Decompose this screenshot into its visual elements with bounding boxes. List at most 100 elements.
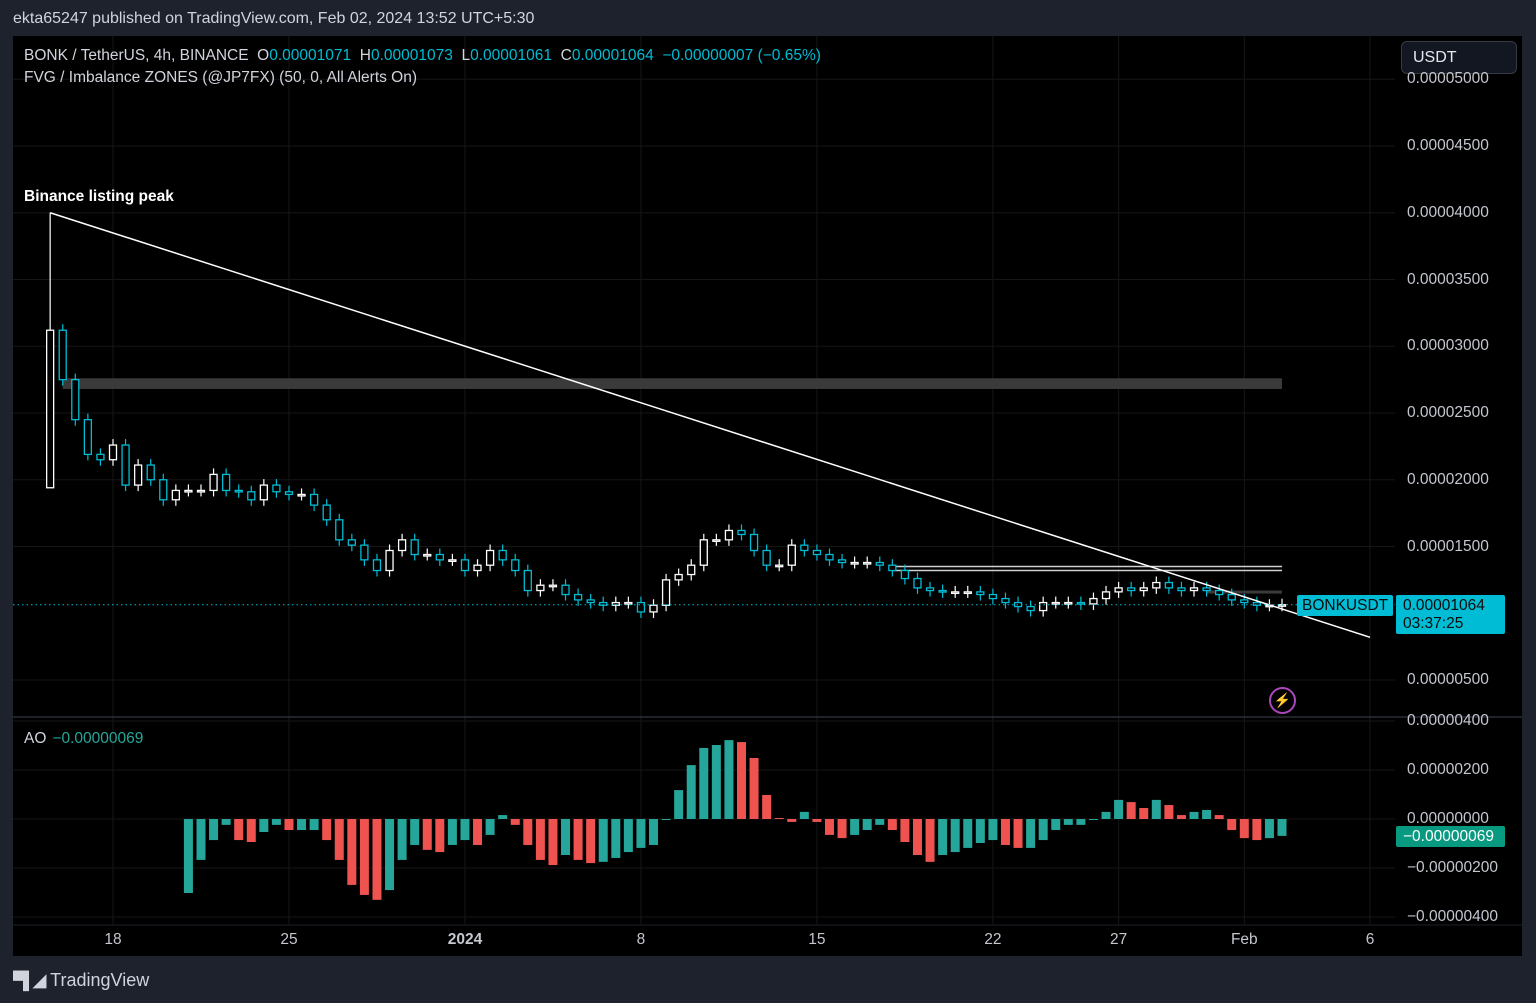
ao-bar: [649, 819, 659, 845]
candle-body: [1026, 605, 1035, 612]
ao-bar: [322, 819, 332, 841]
ao-bar: [1252, 819, 1262, 841]
ao-bar: [221, 819, 231, 825]
ao-bar: [1000, 819, 1010, 845]
ao-bar: [1026, 819, 1036, 848]
low-value: 0.00001061: [470, 47, 552, 64]
candle-body: [775, 564, 784, 568]
candle-body: [83, 419, 93, 456]
annotation-binance-peak[interactable]: Binance listing peak: [24, 188, 174, 205]
price-tick-label: 0.00004000: [1407, 203, 1489, 221]
candle-body: [96, 453, 105, 461]
candle-body: [1114, 587, 1123, 593]
candle-body: [1039, 601, 1048, 612]
ao-bar: [1126, 802, 1136, 819]
candle-body: [435, 553, 444, 561]
ao-bar: [812, 819, 822, 822]
fvg-zone-band: [1206, 590, 1283, 594]
ao-bar: [938, 819, 948, 856]
ao-bar: [334, 819, 344, 860]
ao-tick-label: −0.00000200: [1407, 859, 1498, 876]
candle-body: [1177, 587, 1186, 592]
lightning-bolt-icon[interactable]: ⚡: [1269, 687, 1296, 714]
ao-bar: [1214, 815, 1224, 819]
ao-bar: [674, 790, 684, 819]
candle-body: [787, 544, 796, 566]
candle-body: [649, 604, 658, 613]
candle-body: [1051, 601, 1060, 605]
candle-body: [360, 544, 369, 561]
candle-body: [335, 519, 344, 541]
ao-bar: [422, 819, 432, 850]
candle-body: [372, 559, 382, 572]
ao-bar: [862, 819, 872, 831]
ao-tick-label: 0.00000000: [1407, 810, 1489, 827]
ao-bar: [623, 819, 633, 853]
ao-bar: [510, 819, 520, 825]
ao-bar: [573, 819, 583, 860]
ao-bar: [460, 819, 470, 841]
ao-bar: [1277, 819, 1287, 836]
candle-body: [1152, 581, 1161, 589]
candle-body: [900, 569, 910, 580]
ao-bar: [963, 819, 973, 848]
candle-body: [184, 489, 193, 493]
ao-bar: [1051, 819, 1061, 831]
indicator-legend[interactable]: FVG / Imbalance ZONES (@JP7FX) (50, 0, A…: [24, 69, 418, 86]
ao-bar: [447, 819, 457, 845]
ao-bar: [912, 819, 922, 856]
ao-bar: [1264, 819, 1274, 839]
high-value: 0.00001073: [370, 47, 453, 64]
price-tick-label: 0.00000500: [1407, 671, 1489, 688]
ao-bar: [611, 819, 621, 858]
candle-body: [611, 601, 620, 606]
close-value: 0.00001064: [571, 47, 654, 64]
ao-bar: [372, 819, 382, 900]
candle-body: [837, 559, 847, 564]
time-tick-label: 27: [1109, 931, 1128, 948]
candle-body: [159, 479, 168, 501]
ao-bar: [988, 819, 998, 841]
candle-body: [888, 564, 897, 572]
price-tick-label: 0.00003000: [1407, 337, 1489, 355]
candle-body: [925, 587, 935, 592]
candle-body: [938, 589, 947, 593]
ao-bar: [410, 819, 420, 845]
ao-bar: [737, 742, 746, 819]
ao-bar: [1114, 799, 1124, 819]
symbol-title[interactable]: BONK / TetherUS, 4h, BINANCE: [24, 47, 249, 64]
candle-body: [1001, 597, 1010, 604]
ao-bar: [1227, 819, 1237, 831]
candle-body: [712, 539, 721, 542]
ao-bar: [950, 819, 960, 853]
currency-button[interactable]: USDT: [1401, 41, 1517, 74]
time-tick-label: 15: [808, 931, 826, 948]
candle-body: [448, 559, 457, 562]
fvg-zone-band: [62, 378, 1283, 389]
candle-body: [221, 473, 231, 492]
ao-bar: [1176, 815, 1186, 819]
ao-bar: [1202, 809, 1212, 819]
price-tick-label: 0.00003500: [1407, 270, 1489, 288]
candle-body: [762, 549, 771, 566]
ao-bar: [523, 819, 533, 845]
ao-legend[interactable]: AO −0.00000069: [24, 730, 143, 748]
candle-body: [800, 544, 809, 552]
tradingview-logo[interactable]: ▀▌◢ TradingView: [13, 970, 149, 991]
ao-bar: [183, 819, 193, 893]
candle-body: [536, 584, 545, 592]
open-value: 0.00001071: [269, 47, 352, 64]
candle-body: [624, 601, 633, 605]
candle-body: [473, 564, 482, 572]
ao-bar: [284, 819, 294, 831]
candle-body: [385, 549, 394, 572]
ao-bar: [498, 815, 508, 819]
ao-bar: [234, 819, 244, 841]
overlays: [13, 212, 1395, 638]
candle-body: [397, 539, 407, 552]
candle-body: [498, 549, 507, 561]
candles: [46, 212, 1287, 618]
tradingview-logo-icon: ▀▌◢: [13, 970, 46, 990]
ao-bar: [1063, 819, 1073, 825]
